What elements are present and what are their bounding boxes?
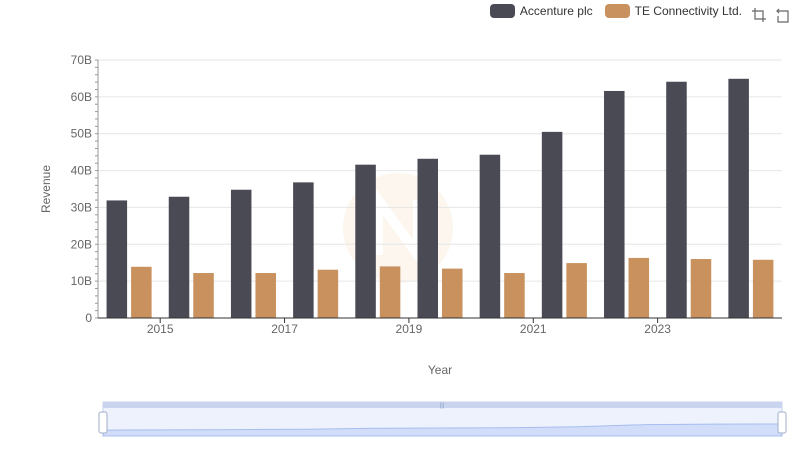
bar-te-connectivity-2023[interactable]	[690, 259, 712, 318]
x-tick-label: 2023	[644, 322, 671, 336]
chart-toolbox	[750, 6, 792, 24]
y-tick-label: 60B	[71, 90, 92, 104]
bar-te-connectivity-2018[interactable]	[379, 266, 401, 318]
bar-accenture-2021[interactable]	[541, 131, 563, 318]
slider-handle-left[interactable]	[98, 411, 108, 434]
x-axis-label: Year	[428, 363, 452, 377]
y-tick-label: 10B	[71, 274, 92, 288]
y-tick-label: 50B	[71, 127, 92, 141]
legend-item-accenture[interactable]: Accenture plc	[489, 4, 593, 18]
legend-swatch-accenture	[489, 4, 515, 18]
x-axis: 2015 2017 2019 2021 2023	[98, 317, 782, 336]
restore-icon[interactable]	[774, 6, 792, 24]
bar-accenture-2020[interactable]	[479, 154, 501, 318]
y-tick-label: 20B	[71, 237, 92, 251]
bar-accenture-2016[interactable]	[230, 189, 252, 318]
bar-accenture-2023[interactable]	[666, 81, 687, 318]
bar-te-connectivity-2014[interactable]	[131, 266, 152, 318]
bar-accenture-2018[interactable]	[355, 164, 376, 318]
legend-item-te-connectivity[interactable]: TE Connectivity Ltd.	[604, 4, 742, 18]
y-tick-label: 30B	[71, 200, 92, 214]
bar-series	[106, 78, 774, 319]
bar-te-connectivity-2016[interactable]	[255, 273, 276, 318]
x-tick-label: 2017	[271, 322, 298, 336]
data-zoom-slider[interactable]: |||	[98, 401, 787, 437]
y-axis-label: Revenue	[39, 165, 53, 213]
y-tick-label: 70B	[71, 53, 92, 67]
y-tick-label: 40B	[71, 164, 92, 178]
legend-label-accenture: Accenture plc	[519, 4, 593, 18]
bar-accenture-2015[interactable]	[168, 196, 190, 318]
bar-accenture-2017[interactable]	[293, 182, 314, 318]
bar-accenture-2024[interactable]	[728, 78, 749, 318]
y-axis: 0 10B 20B 30B 40B 50B 60B 70B	[71, 53, 99, 325]
bar-te-connectivity-2019[interactable]	[442, 268, 463, 318]
slider-preview	[102, 423, 783, 437]
zoom-icon[interactable]	[750, 6, 768, 24]
slider-top-bar[interactable]	[103, 402, 782, 408]
bar-te-connectivity-2015[interactable]	[193, 273, 214, 318]
chart-legend: Accenture plc TE Connectivity Ltd.	[489, 4, 742, 18]
legend-label-te-connectivity: TE Connectivity Ltd.	[634, 4, 742, 18]
bar-te-connectivity-2020[interactable]	[504, 273, 525, 318]
bar-accenture-2022[interactable]	[604, 90, 625, 319]
y-tick-label: 0	[85, 311, 92, 325]
x-tick-label: 2015	[147, 322, 174, 336]
bar-accenture-2019[interactable]	[417, 158, 438, 318]
bar-te-connectivity-2024[interactable]	[752, 259, 774, 318]
bar-te-connectivity-2017[interactable]	[317, 269, 339, 318]
slider-handle-right[interactable]	[777, 411, 787, 434]
slider-grip-icon[interactable]: |||	[440, 403, 445, 409]
legend-swatch-te-connectivity	[604, 4, 630, 18]
bar-accenture-2014[interactable]	[106, 200, 128, 318]
bar-te-connectivity-2022[interactable]	[628, 257, 650, 318]
x-tick-label: 2019	[396, 322, 423, 336]
x-tick-label: 2021	[520, 322, 547, 336]
bar-te-connectivity-2021[interactable]	[566, 263, 587, 318]
